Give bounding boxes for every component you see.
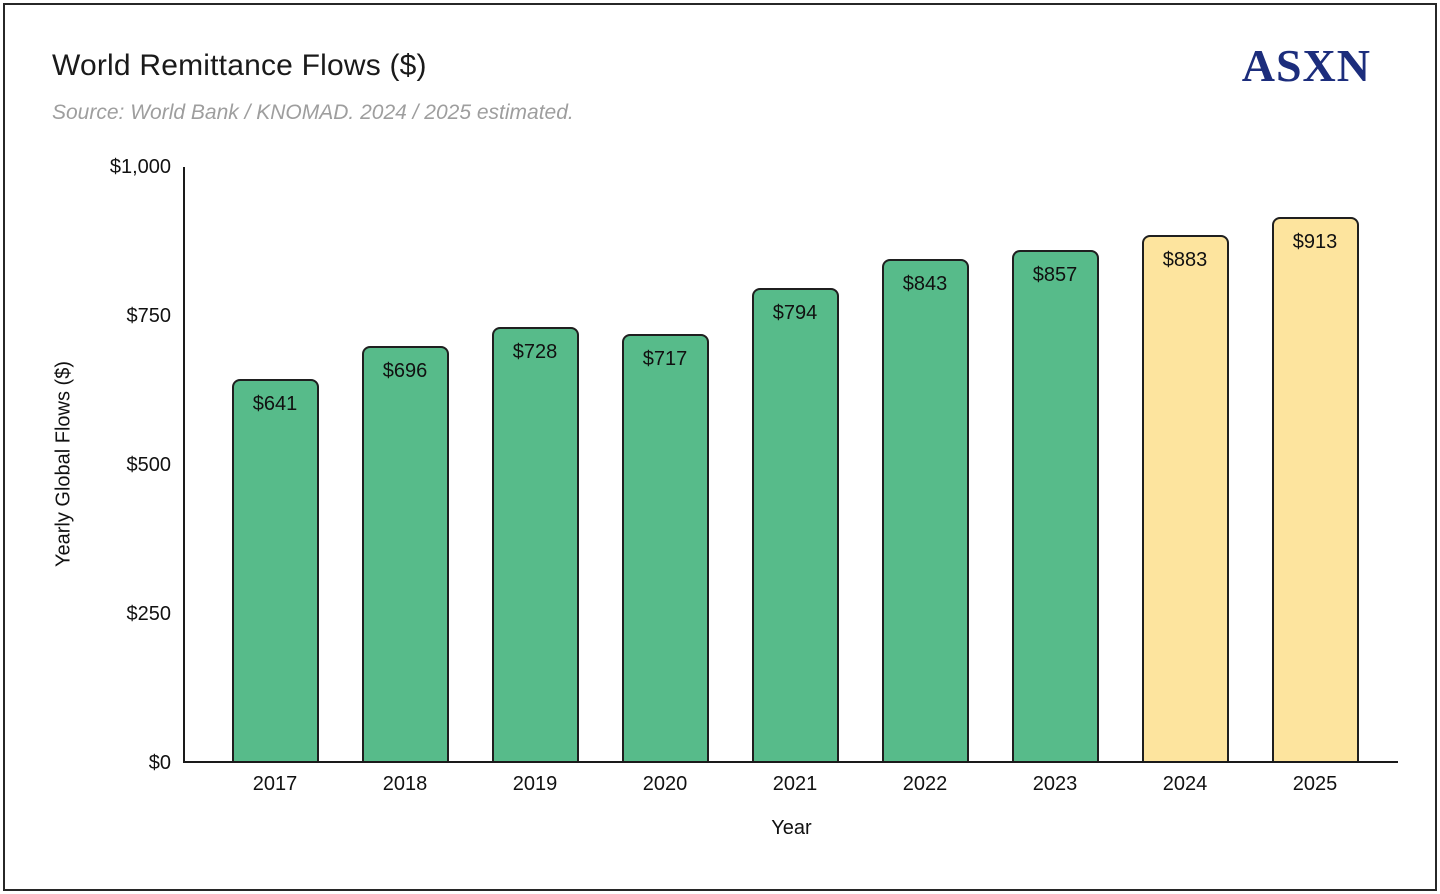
asxn-logo: ASXN — [1241, 40, 1371, 91]
bar-2023: $857 — [1011, 250, 1099, 761]
chart-card: World Remittance Flows ($) Source: World… — [3, 3, 1437, 891]
x-tick-2022: 2022 — [902, 773, 948, 795]
x-axis-title: Year — [771, 817, 812, 839]
bar-2025: $913 — [1271, 216, 1359, 761]
x-tick-2024: 2024 — [1162, 773, 1208, 795]
x-tick-2019: 2019 — [512, 773, 558, 795]
bar-value-label-2023: $857 — [1032, 264, 1078, 287]
x-tick-2023: 2023 — [1032, 773, 1078, 795]
bar-value-label-2022: $843 — [902, 272, 948, 295]
x-tick-2017: 2017 — [252, 773, 298, 795]
bar-2024: $883 — [1141, 234, 1229, 761]
bar-value-label-2020: $717 — [642, 347, 688, 370]
y-tick-0: $0 — [148, 752, 171, 774]
bar-value-label-2024: $883 — [1162, 248, 1208, 271]
x-tick-2020: 2020 — [642, 773, 688, 795]
y-tick-500: $500 — [126, 454, 172, 476]
chart-title: World Remittance Flows ($) — [52, 49, 427, 82]
bar-2020: $717 — [621, 333, 709, 761]
x-tick-2025: 2025 — [1292, 773, 1338, 795]
bar-value-label-2025: $913 — [1292, 230, 1338, 253]
bar-value-label-2018: $696 — [382, 360, 428, 383]
bar-2017: $641 — [231, 378, 319, 761]
bar-value-label-2019: $728 — [512, 341, 558, 364]
bar-value-label-2021: $794 — [772, 301, 818, 324]
y-tick-750: $750 — [126, 305, 172, 327]
y-tick-1000: $1,000 — [109, 156, 171, 178]
plot-area: Yearly Global Flows ($) $0 $250 $500 $750 $1… — [53, 156, 1398, 839]
bar-2022: $843 — [881, 258, 969, 761]
bar-value-label-2017: $641 — [252, 392, 298, 415]
x-tick-2018: 2018 — [382, 773, 428, 795]
bar-2019: $728 — [491, 327, 579, 761]
bar-2018: $696 — [361, 346, 449, 761]
chart-source-subtitle: Source: World Bank / KNOMAD. 2024 / 2025… — [52, 101, 574, 124]
y-tick-250: $250 — [126, 603, 172, 625]
x-tick-2021: 2021 — [772, 773, 818, 795]
bar-2021: $794 — [751, 287, 839, 761]
